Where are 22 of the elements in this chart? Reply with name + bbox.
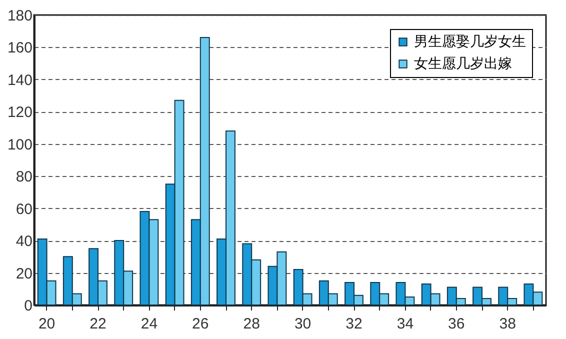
y-tick-label: 0	[24, 298, 32, 314]
y-tick-label: 160	[7, 40, 32, 57]
x-tick-label: 36	[448, 316, 465, 332]
y-tick-label: 20	[16, 265, 32, 282]
legend-label: 男生愿娶几岁女生	[414, 33, 526, 49]
x-tick-label: 32	[346, 316, 362, 332]
y-tick-label: 180	[7, 8, 32, 24]
y-tick-label: 60	[16, 200, 32, 218]
y-tick-label: 80	[16, 168, 32, 186]
y-tick-label: 40	[16, 233, 32, 250]
x-tick-label: 22	[90, 316, 106, 332]
legend-label: 女生愿几岁出嫁	[414, 55, 512, 71]
x-tick-label: 26	[192, 316, 209, 332]
y-tick-label: 100	[7, 136, 32, 154]
x-tick-label: 38	[499, 316, 516, 332]
x-tick-label: 28	[243, 316, 260, 332]
x-tick-label: 20	[38, 316, 56, 332]
y-tick-label: 120	[7, 104, 32, 122]
y-tick-label: 140	[7, 72, 32, 89]
x-tick-label: 30	[294, 316, 312, 332]
x-tick-label: 24	[140, 316, 158, 332]
x-tick-label: 34	[396, 316, 414, 332]
